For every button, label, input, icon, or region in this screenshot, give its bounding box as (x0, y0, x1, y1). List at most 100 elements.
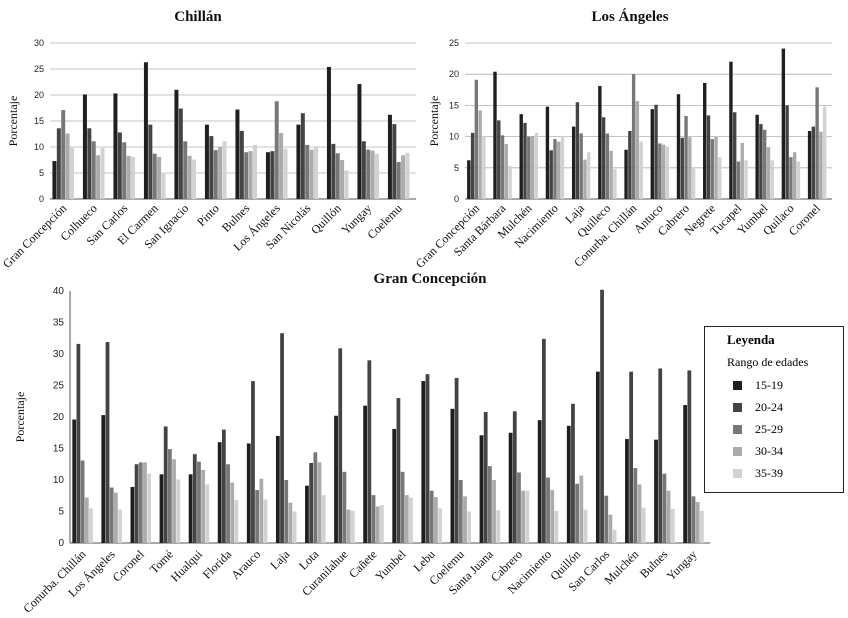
y-tick-label: 25 (34, 64, 44, 74)
bar (718, 157, 722, 199)
bar (130, 486, 135, 543)
bar (346, 509, 351, 543)
bar (396, 398, 401, 543)
bar (404, 495, 409, 543)
bar (84, 497, 89, 543)
bar (521, 490, 526, 543)
bar (425, 374, 430, 543)
bar (571, 403, 575, 543)
y-tick-label: 5 (39, 168, 44, 178)
bar (292, 511, 297, 543)
bar (163, 426, 168, 543)
y-tick-label: 10 (53, 475, 65, 486)
bar (344, 170, 349, 199)
bar (317, 462, 322, 543)
bar (239, 130, 244, 199)
x-tick-label: Coronel (110, 547, 148, 585)
bar (487, 466, 492, 543)
bar (541, 338, 546, 543)
bar (609, 150, 613, 199)
y-tick-label: 25 (449, 38, 459, 48)
y-axis-label: Porcentaje (427, 96, 441, 147)
bar (118, 509, 122, 543)
bar (500, 135, 505, 199)
bar (143, 462, 147, 543)
bar (641, 507, 646, 543)
bar (143, 62, 148, 199)
bar (703, 82, 707, 199)
bar (375, 506, 380, 543)
legend-label: 25-29 (755, 422, 783, 436)
bar (608, 514, 613, 543)
y-tick-label: 10 (34, 142, 44, 152)
bar (401, 155, 406, 199)
bar (504, 144, 509, 199)
bar (174, 89, 179, 199)
bar (70, 146, 74, 199)
y-tick-label: 20 (34, 90, 44, 100)
bar (534, 132, 538, 199)
bar (785, 105, 789, 199)
bar (546, 477, 550, 543)
chart-title: Los Ángeles (591, 8, 668, 25)
bar (370, 150, 375, 199)
bar (549, 150, 553, 199)
bar (248, 151, 253, 199)
bar (96, 155, 101, 199)
bar (463, 496, 467, 543)
y-tick-label: 30 (34, 38, 44, 48)
bar (792, 152, 797, 199)
bar (331, 143, 336, 199)
bar (161, 172, 166, 199)
legend-swatch (733, 447, 742, 456)
bar (91, 141, 96, 199)
bar (517, 472, 521, 543)
x-tick-label: Yumbel (372, 547, 409, 584)
bar (470, 132, 475, 199)
bar (467, 511, 472, 543)
bar (819, 131, 823, 199)
bar (392, 428, 397, 543)
bar (183, 141, 188, 199)
bar (575, 483, 580, 543)
legend-subtitle: Rango de edades (727, 355, 809, 369)
bar (147, 473, 152, 543)
bar (274, 101, 279, 199)
bar (218, 147, 223, 199)
bar (680, 137, 684, 199)
bar (637, 484, 642, 543)
bar (313, 452, 318, 543)
bar (639, 141, 643, 199)
bar (744, 160, 748, 199)
x-tick-label: Quillón (308, 201, 344, 237)
bar (658, 368, 663, 543)
bar (270, 151, 275, 199)
legend-label: 30-34 (755, 444, 783, 458)
y-tick-label: 25 (53, 381, 65, 392)
bar (683, 405, 688, 543)
bar (305, 144, 310, 199)
bar (392, 124, 397, 199)
bar (807, 130, 812, 199)
bar (624, 149, 628, 199)
bar (340, 160, 345, 199)
bar (226, 464, 230, 543)
bar (695, 502, 700, 543)
y-tick-label: 15 (449, 100, 459, 110)
bar (474, 79, 479, 199)
bar (357, 84, 362, 199)
bar (82, 94, 87, 199)
y-tick-label: 30 (53, 349, 65, 360)
bar (545, 106, 550, 199)
x-tick-label: Florida (200, 547, 235, 582)
legend-label: 35-39 (755, 466, 783, 480)
bar (222, 141, 227, 199)
bar (375, 153, 379, 199)
bar (138, 462, 143, 543)
bar (101, 415, 106, 543)
bar (815, 87, 819, 199)
bar (508, 432, 513, 543)
bar (379, 505, 384, 543)
y-tick-label: 35 (53, 318, 65, 329)
